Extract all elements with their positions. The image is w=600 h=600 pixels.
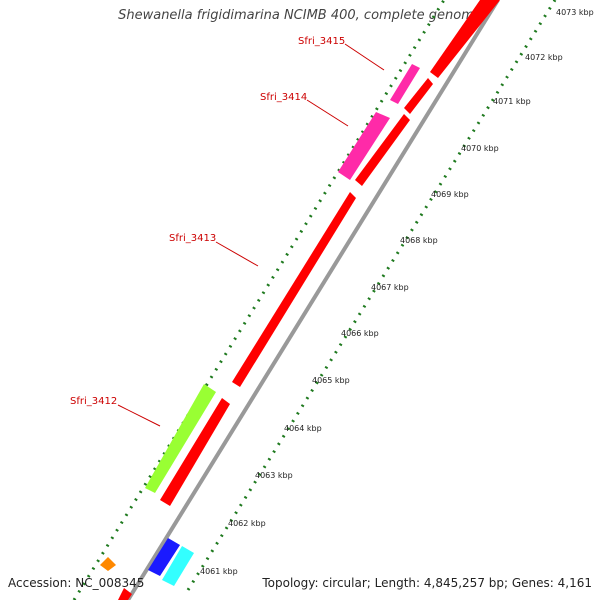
genome-title: Shewanella frigidimarina NCIMB 400, comp… — [118, 8, 482, 23]
gene-label: Sfri_3415 — [298, 36, 345, 47]
gene-label: Sfri_3414 — [260, 92, 307, 103]
tick-label: 4063 kbp — [255, 471, 293, 480]
cds-block — [232, 192, 356, 387]
backbone-line — [126, 0, 500, 600]
tick-track-outer — [72, 0, 446, 600]
tick-label: 4069 kbp — [431, 190, 469, 199]
tick-label: 4062 kbp — [228, 519, 266, 528]
tick-label: 4071 kbp — [493, 97, 531, 106]
accession-text: Accession: NC_008345 — [8, 576, 145, 590]
feature-track-red — [118, 0, 500, 600]
label-leader-3414 — [306, 99, 349, 127]
topology-text: Topology: circular; Length: 4,845,257 bp… — [262, 576, 592, 590]
tick-label: 4070 kbp — [461, 144, 499, 153]
tick-label: 4064 kbp — [284, 424, 322, 433]
cds-orange — [100, 557, 116, 571]
label-leader-3413 — [215, 241, 259, 267]
cds-block — [355, 114, 410, 186]
cds-block — [160, 398, 230, 506]
cds-blue — [148, 538, 180, 576]
tick-label: 4061 kbp — [200, 567, 238, 576]
tick-label: 4068 kbp — [400, 236, 438, 245]
tick-label: 4066 kbp — [341, 329, 379, 338]
cds-magenta-3415 — [390, 64, 420, 104]
label-leader-3415 — [344, 43, 385, 71]
label-leader-3412 — [117, 404, 161, 427]
cds-magenta-3414 — [338, 112, 390, 180]
feature-track-colored — [100, 64, 420, 586]
cds-block — [118, 588, 132, 600]
tick-label: 4073 kbp — [556, 8, 594, 17]
tick-label: 4065 kbp — [312, 376, 350, 385]
cds-block — [430, 0, 500, 78]
gene-label: Sfri_3413 — [169, 233, 216, 244]
tick-label: 4067 kbp — [371, 283, 409, 292]
cds-cyan — [162, 546, 194, 586]
cds-lime-3412 — [145, 384, 216, 493]
tick-label: 4072 kbp — [525, 53, 563, 62]
gene-label: Sfri_3412 — [70, 396, 117, 407]
tick-track-inner — [186, 0, 557, 591]
cds-block — [404, 78, 433, 114]
